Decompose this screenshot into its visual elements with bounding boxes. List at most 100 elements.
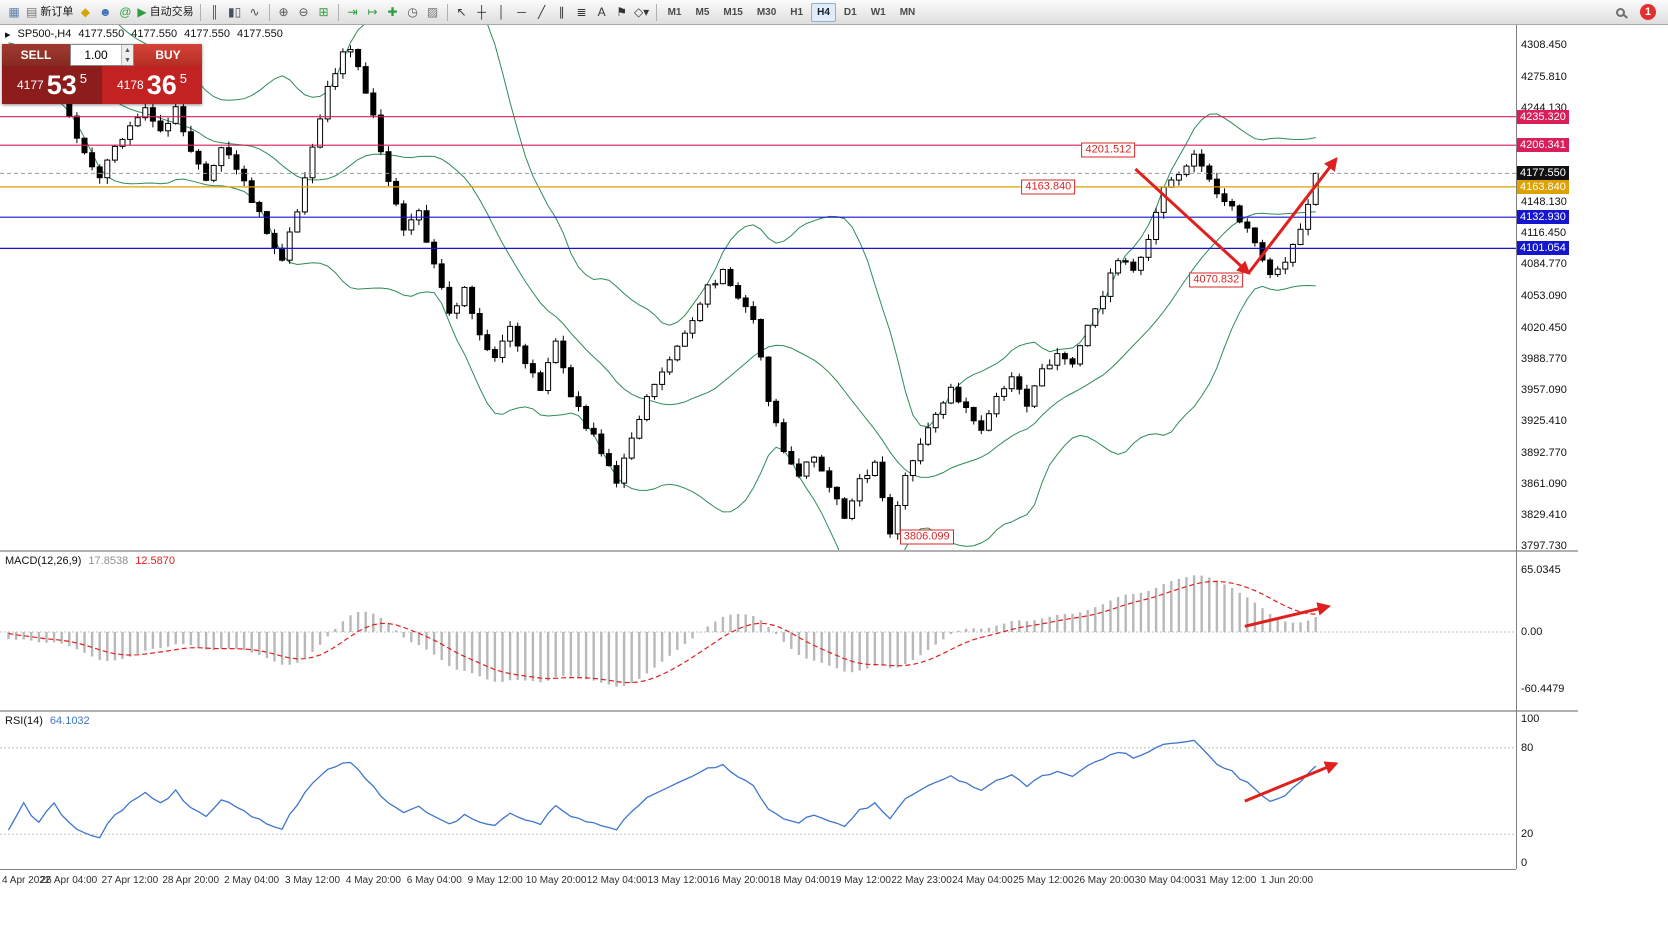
profile-icon-glyph: ☻	[99, 5, 112, 19]
timeframe-m15[interactable]: M15	[723, 6, 743, 18]
macd-tick: 0.00	[1521, 626, 1543, 638]
community-icon[interactable]: @	[115, 2, 135, 23]
price-level-label: 4206.341	[1517, 138, 1569, 153]
fibonacci-icon-glyph: ≣	[576, 5, 587, 19]
ohlc-low: 4177.550	[184, 28, 231, 40]
terminal-icon-glyph: ▦	[8, 5, 20, 19]
profile-icon[interactable]: ☻	[95, 2, 115, 23]
symbol-title: SP500-,H4	[17, 28, 72, 40]
lot-decrease-button[interactable]: ▼	[122, 55, 133, 65]
zoom-in-icon-glyph: ⊕	[278, 5, 289, 19]
auto-scroll-icon[interactable]: ⇥	[343, 2, 363, 23]
chart-shift-icon-glyph: ↦	[367, 5, 378, 19]
timeframe-h1[interactable]: H1	[790, 6, 804, 18]
panel-separator[interactable]	[0, 550, 1578, 552]
toolbar: ▦ ▤ 新订单 ◆ ☻ @ ▶ 自动交易 ║ ▮▯ ∿ ⊕ ⊖ ⊞ ⇥ ↦ ✚ ◷ ▨ ↖ ┼ │ ─ ╱ ∥ ≣ A ⚑ ◇▾ M1 M…	[0, 0, 1668, 25]
rsi-axis: 100 80 20 0	[1516, 712, 1578, 869]
price-tick: 4308.450	[1521, 39, 1567, 51]
candlestick-chart	[0, 25, 1516, 550]
chart-symbol-header: ▸ SP500-,H4 4177.550 4177.550 4177.550 4…	[5, 28, 283, 41]
periods-icon[interactable]: ◷	[403, 2, 423, 23]
navigator-icon[interactable]: ◆	[75, 2, 95, 23]
label-icon-glyph: ⚑	[616, 5, 627, 19]
timeframe-h4[interactable]: H4	[811, 2, 836, 22]
price-level-label: 4132.930	[1517, 210, 1569, 225]
zoom-in-icon[interactable]: ⊕	[274, 2, 294, 23]
terminal-icon[interactable]: ▦	[4, 2, 24, 23]
price-tick: 3892.770	[1521, 446, 1567, 459]
macd-panel[interactable]: MACD(12,26,9) 17.8538 12.5870	[0, 552, 1516, 710]
toolbar-separator	[268, 3, 270, 21]
zoom-out-icon[interactable]: ⊖	[294, 2, 314, 23]
zoom-out-icon-glyph: ⊖	[298, 5, 309, 19]
navigator-icon-glyph: ◆	[80, 5, 90, 19]
chart-shift-icon[interactable]: ↦	[363, 2, 383, 23]
price-level-label: 4177.550	[1517, 166, 1569, 181]
price-annotation: 4163.840	[1021, 179, 1076, 195]
horizontal-line-icon[interactable]: ─	[512, 2, 532, 23]
sell-button[interactable]: SELL	[2, 44, 70, 66]
rsi-header: RSI(14) 64.1032	[5, 715, 90, 727]
timeframe-d1[interactable]: D1	[843, 6, 857, 18]
lot-spinner: ▲ ▼	[121, 45, 133, 65]
ohlc-close: 4177.550	[237, 28, 283, 40]
time-label: 30 May 04:00	[1134, 875, 1196, 886]
lot-size-input[interactable]: 1.00 ▲ ▼	[70, 44, 134, 66]
new-order-button-glyph: ▤	[26, 5, 38, 19]
channel-icon[interactable]: ∥	[552, 2, 572, 23]
time-label: 25 May 12:00	[1012, 875, 1074, 886]
timeframe-mn[interactable]: MN	[899, 6, 916, 18]
indicators-icon-glyph: ✚	[387, 5, 398, 19]
time-label: 31 May 12:00	[1195, 875, 1257, 886]
crosshair-icon[interactable]: ┼	[472, 2, 492, 23]
crosshair-icon-glyph: ┼	[477, 5, 486, 19]
cursor-icon[interactable]: ↖	[452, 2, 472, 23]
buy-price-pips: 36	[146, 69, 177, 100]
rsi-name: RSI(14)	[5, 715, 43, 727]
timeframe-m1[interactable]: M1	[667, 6, 682, 18]
new-order-button[interactable]: ▤ 新订单	[24, 2, 75, 23]
main-chart-panel[interactable]: ▸ SP500-,H4 4177.550 4177.550 4177.550 4…	[0, 25, 1516, 550]
price-tick: 4084.770	[1521, 258, 1567, 271]
toolbar-right: 1	[1610, 2, 1664, 23]
indicators-icon[interactable]: ✚	[383, 2, 403, 23]
lot-size-value[interactable]: 1.00	[84, 48, 108, 62]
text-icon[interactable]: A	[592, 2, 612, 23]
trendline-icon[interactable]: ╱	[532, 2, 552, 23]
toolbar-separator	[655, 3, 657, 21]
line-chart-icon-glyph: ∿	[249, 5, 260, 19]
templates-icon[interactable]: ▨	[423, 2, 443, 23]
vertical-line-icon[interactable]: │	[492, 2, 512, 23]
line-chart-icon[interactable]: ∿	[245, 2, 265, 23]
candlestick-chart-icon[interactable]: ▮▯	[225, 2, 245, 23]
autotrading-button[interactable]: ▶ 自动交易	[135, 2, 195, 23]
timeframe-w1[interactable]: W1	[870, 6, 886, 18]
fibonacci-icon[interactable]: ≣	[572, 2, 592, 23]
price-level-label: 4235.320	[1517, 109, 1569, 124]
timeframe-m5[interactable]: M5	[695, 6, 710, 18]
lot-increase-button[interactable]: ▲	[122, 45, 133, 55]
oneclick-collapse-icon[interactable]: ▸	[5, 29, 11, 41]
buy-button[interactable]: BUY	[134, 44, 202, 66]
sell-price[interactable]: 4177 53 5	[2, 66, 102, 104]
time-label: 28 Apr 20:00	[162, 875, 220, 886]
time-label: 3 May 12:00	[284, 875, 341, 886]
panel-separator[interactable]	[0, 710, 1578, 712]
shapes-icon[interactable]: ◇▾	[632, 2, 652, 23]
ohlc-high: 4177.550	[131, 28, 178, 40]
community-icon-glyph: @	[119, 5, 132, 19]
macd-axis: 65.0345 0.00 -60.4479	[1516, 552, 1578, 710]
rsi-tick: 80	[1521, 741, 1534, 754]
timeframe-m30[interactable]: M30	[756, 6, 777, 18]
buy-price[interactable]: 4178 36 5	[102, 66, 202, 104]
rsi-tick: 0	[1521, 857, 1528, 869]
time-axis[interactable]: 4 Apr 2022 26 Apr 04:00 27 Apr 12:00 28 Apr…	[0, 869, 1516, 941]
search-icon[interactable]	[1610, 2, 1630, 23]
bar-chart-icon[interactable]: ║	[205, 2, 225, 23]
rsi-panel[interactable]: RSI(14) 64.1032	[0, 712, 1516, 869]
tile-windows-icon[interactable]: ⊞	[314, 2, 334, 23]
label-icon[interactable]: ⚑	[612, 2, 632, 23]
notification-badge[interactable]: 1	[1640, 4, 1656, 20]
time-label: 22 May 23:00	[891, 875, 952, 886]
